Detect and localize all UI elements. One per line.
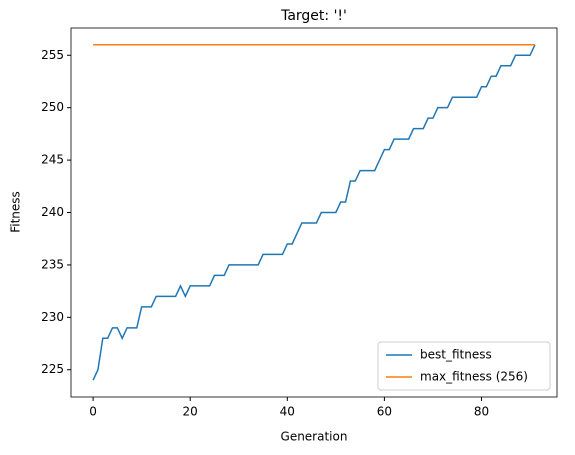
y-tick-label: 240 (41, 205, 64, 219)
x-tick-label: 40 (280, 405, 295, 419)
legend-box (377, 341, 551, 391)
legend-label: best_fitness (420, 348, 492, 362)
line-series (92, 44, 536, 381)
y-tick-label: 235 (41, 257, 64, 271)
y-axis-label: Fitness (9, 191, 23, 233)
x-tick-label: 80 (474, 405, 489, 419)
axes-frame (70, 27, 558, 398)
x-axis-label: Generation (281, 430, 348, 444)
y-tick-label: 245 (41, 153, 64, 167)
chart-title: Target: '!' (280, 8, 347, 24)
y-tick-label: 230 (41, 310, 64, 324)
x-tick-label: 20 (183, 405, 198, 419)
legend-label: max_fitness (256) (420, 370, 528, 384)
y-tick-label: 225 (41, 362, 64, 376)
y-tick-label: 255 (41, 48, 64, 62)
x-tick-label: 0 (89, 405, 97, 419)
y-tick-label: 250 (41, 100, 64, 114)
x-tick-label: 60 (377, 405, 392, 419)
